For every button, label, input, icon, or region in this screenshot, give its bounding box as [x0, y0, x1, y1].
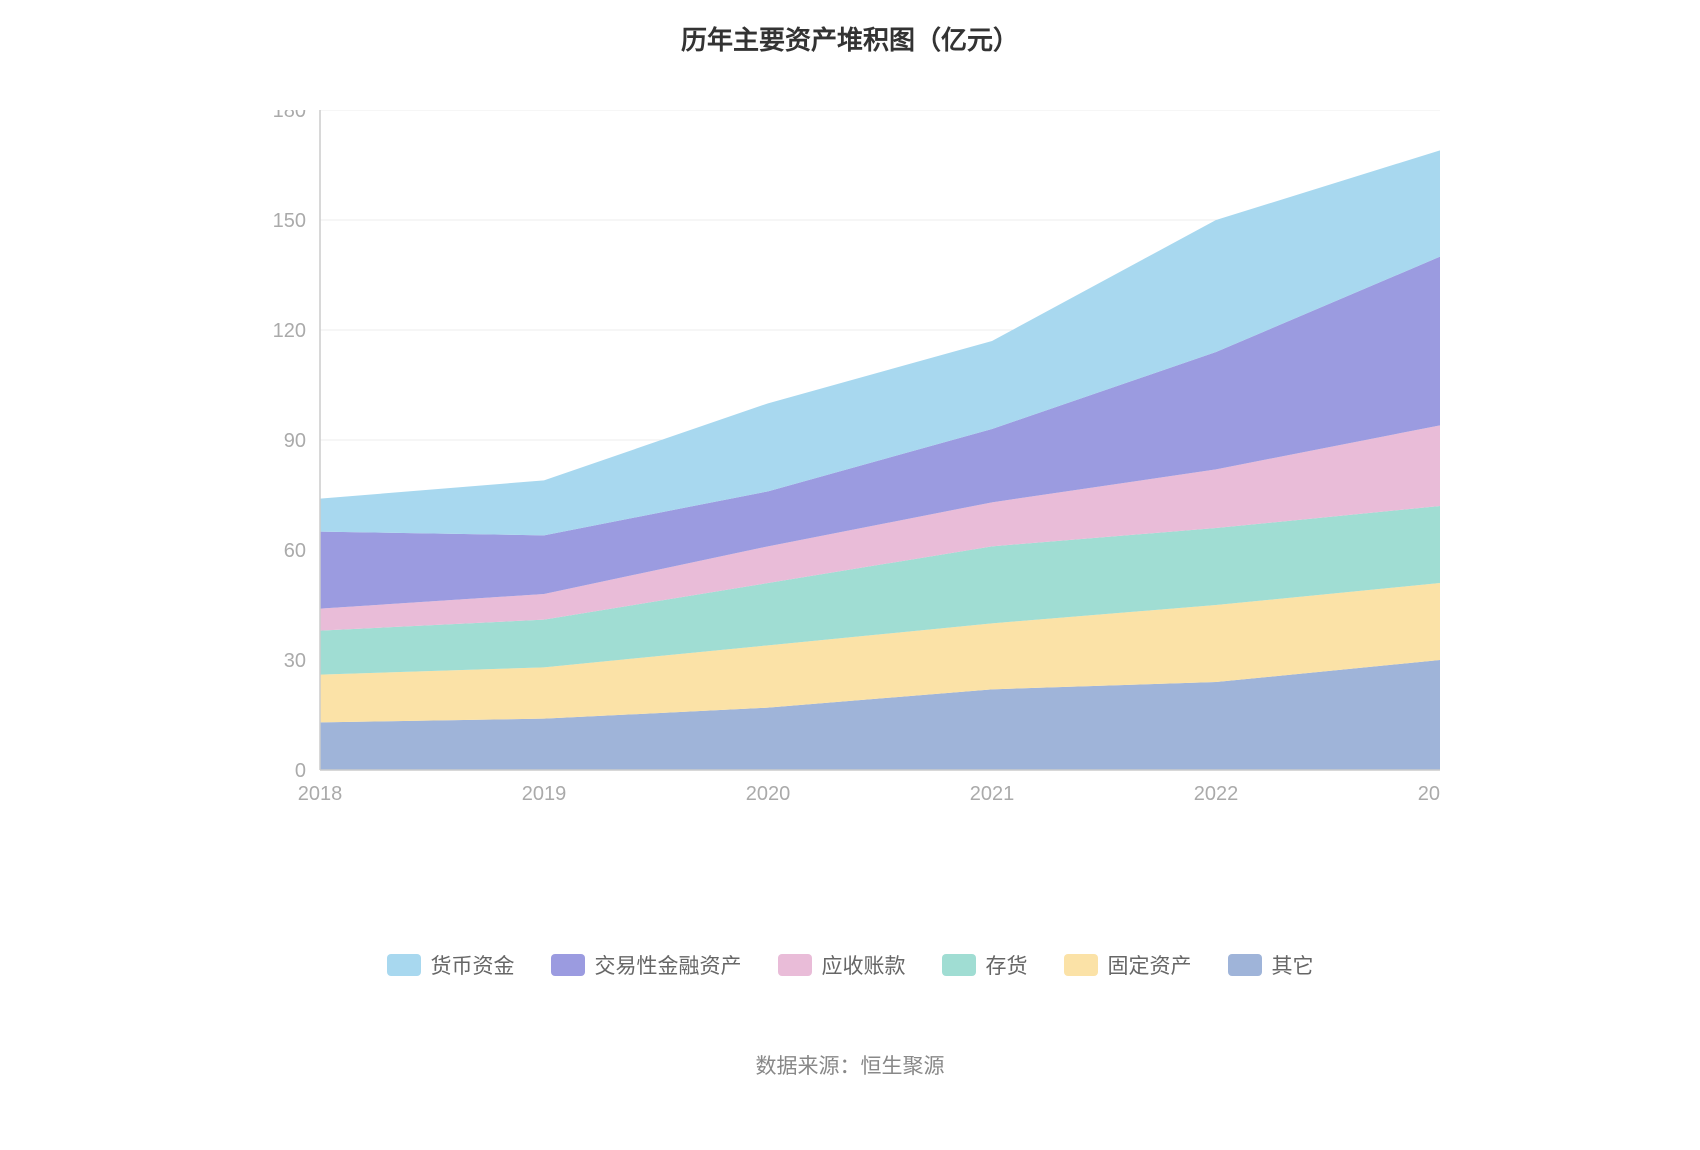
legend-item[interactable]: 其它 [1228, 950, 1314, 980]
y-tick-label: 150 [273, 210, 306, 232]
y-tick-label: 120 [273, 320, 306, 342]
legend-label: 应收账款 [822, 950, 906, 980]
stacked-area-chart: 0 30 60 90 120 150 180 2018 2019 2020 2021 2022 2023 [260, 110, 1440, 810]
x-tick-label: 2019 [522, 783, 567, 805]
legend-swatch [942, 954, 976, 976]
chart-container: 历年主要资产堆积图（亿元） 0 30 60 90 120 150 180 2018 2019 20… [0, 0, 1700, 1150]
legend-swatch [551, 954, 585, 976]
y-tick-label: 90 [284, 430, 306, 452]
legend-label: 货币资金 [431, 950, 515, 980]
x-tick-label: 2020 [746, 783, 791, 805]
legend-swatch [1228, 954, 1262, 976]
legend-label: 交易性金融资产 [595, 950, 742, 980]
y-tick-label: 30 [284, 650, 306, 672]
legend-swatch [387, 954, 421, 976]
legend-item[interactable]: 固定资产 [1064, 950, 1192, 980]
y-tick-label: 60 [284, 540, 306, 562]
legend-swatch [1064, 954, 1098, 976]
legend-swatch [778, 954, 812, 976]
chart-legend: 货币资金 交易性金融资产 应收账款 存货 固定资产 其它 [0, 950, 1700, 981]
legend-label: 固定资产 [1108, 950, 1192, 980]
legend-label: 存货 [986, 950, 1028, 980]
chart-svg: 0 30 60 90 120 150 180 2018 2019 2020 2021 2022 2023 [260, 110, 1440, 850]
legend-item[interactable]: 存货 [942, 950, 1028, 980]
y-tick-label: 180 [273, 110, 306, 122]
y-tick-label: 0 [295, 760, 306, 782]
legend-item[interactable]: 交易性金融资产 [551, 950, 742, 980]
legend-item[interactable]: 应收账款 [778, 950, 906, 980]
x-tick-label: 2021 [970, 783, 1015, 805]
x-tick-label: 2022 [1194, 783, 1239, 805]
legend-item[interactable]: 货币资金 [387, 950, 515, 980]
x-tick-label: 2023 [1418, 783, 1440, 805]
chart-title: 历年主要资产堆积图（亿元） [0, 20, 1700, 57]
chart-source: 数据来源：恒生聚源 [0, 1050, 1700, 1080]
x-tick-label: 2018 [298, 783, 343, 805]
legend-label: 其它 [1272, 950, 1314, 980]
